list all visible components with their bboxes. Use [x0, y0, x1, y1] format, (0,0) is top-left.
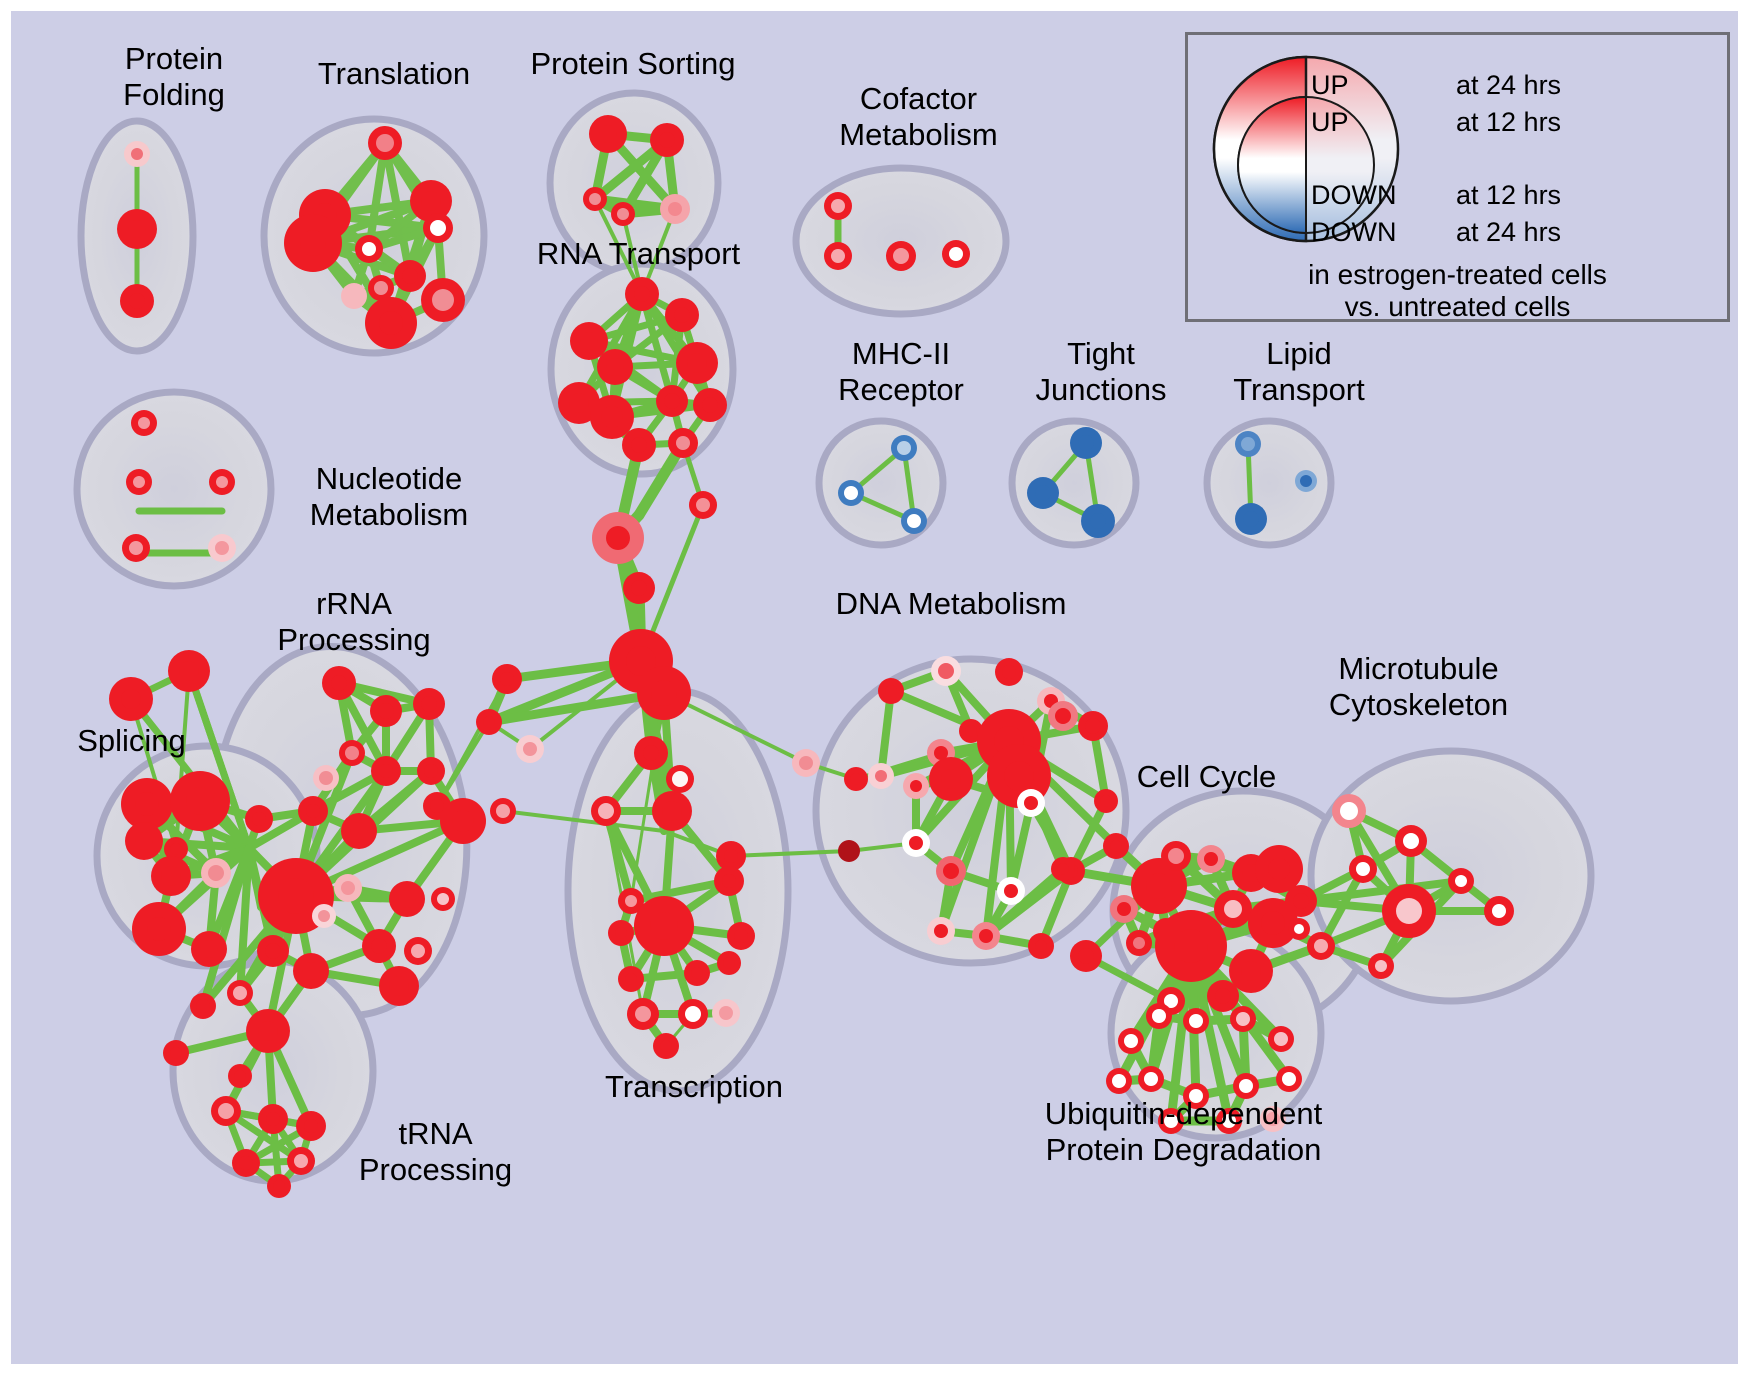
blob-nucleotide: [73, 388, 275, 590]
cluster-label-protein-folding: Protein Folding: [123, 41, 225, 112]
legend-dir-1: UP: [1311, 107, 1349, 137]
cluster-label-mhc-ii-receptor: MHC-II Receptor: [838, 336, 964, 407]
cluster-label-transcription: Transcription: [604, 1069, 784, 1104]
legend-dir-3: DOWN: [1311, 217, 1397, 247]
cluster-label-tight-junctions: Tight Junctions: [1035, 336, 1167, 407]
legend-time-3: at 24 hrs: [1456, 217, 1562, 247]
legend-caption-line1: in estrogen-treated cells: [1308, 259, 1607, 290]
cluster-label-rrna-processing: rRNA Processing: [277, 586, 431, 657]
network-graph: [73, 89, 1595, 1198]
legend-dir-0: UP: [1311, 70, 1349, 100]
legend-caption-line2: vs. untreated cells: [1344, 291, 1571, 322]
network-canvas: Protein Folding Translation Protein Sort…: [11, 11, 1738, 1364]
network-nodes: [109, 115, 1514, 1198]
cluster-label-lipid-transport: Lipid Transport: [1233, 336, 1365, 407]
cluster-label-cell-cycle: Cell Cycle: [1136, 759, 1277, 794]
cluster-label-splicing: Splicing: [77, 723, 186, 758]
cluster-label-rna-transport: RNA Transport: [536, 236, 741, 271]
cluster-label-nucleotide-metabolism: Nucleotide Metabolism: [309, 461, 469, 532]
legend-dual-ring-swatch: [1212, 55, 1400, 243]
cluster-label-translation: Translation: [317, 56, 471, 91]
legend-time-0: at 24 hrs: [1456, 70, 1562, 100]
cluster-label-dna-metabolism: DNA Metabolism: [835, 586, 1067, 621]
legend-time-1: at 12 hrs: [1456, 107, 1562, 137]
legend-box: UP at 24 hrs UP at 12 hrs DOWN at 12 hrs…: [1185, 32, 1730, 322]
legend-time-2: at 12 hrs: [1456, 180, 1562, 210]
cluster-label-microtubule: Microtubule Cytoskeleton: [1328, 651, 1509, 722]
cluster-label-cofactor-metabolism: Cofactor Metabolism: [839, 81, 998, 152]
cluster-label-trna-processing: tRNA Processing: [358, 1116, 513, 1187]
cluster-label-ubiquitin: Ubiquitin-dependent Protein Degradation: [1044, 1096, 1323, 1167]
cluster-label-protein-sorting: Protein Sorting: [530, 46, 736, 81]
legend-dir-2: DOWN: [1311, 180, 1397, 210]
